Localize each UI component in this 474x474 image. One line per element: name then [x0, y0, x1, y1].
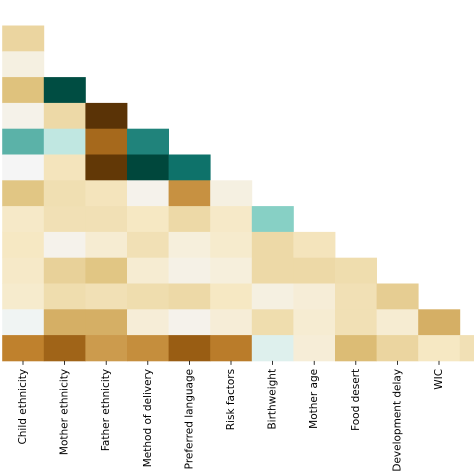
- heatmap-cell-r9-c8: [335, 257, 377, 284]
- heatmap-cell-r11-c7: [293, 309, 336, 336]
- heatmap-cell-r5-c0: [2, 154, 45, 181]
- heatmap-cell-r5-c1: [43, 154, 86, 181]
- heatmap-cell-r10-c4: [168, 283, 211, 310]
- heatmap-cell-r11-c1: [43, 309, 86, 336]
- heatmap-cell-r9-c4: [168, 257, 211, 284]
- heatmap-cell-r2-c0: [2, 77, 45, 104]
- heatmap-cell-r10-c0: [2, 283, 45, 310]
- heatmap-cell-r10-c3: [127, 283, 169, 310]
- heatmap-cell-r9-c6: [251, 257, 294, 284]
- heatmap-cell-r8-c6: [251, 231, 294, 259]
- heatmap-cell-r10-c5: [210, 283, 253, 310]
- x-tick-label: Preferred language: [183, 369, 195, 469]
- heatmap-cell-r4-c2: [85, 128, 128, 155]
- heatmap-cell-r9-c5: [210, 257, 253, 284]
- heatmap-cell-r1-c0: [2, 51, 45, 78]
- heatmap-cell-r10-c7: [293, 283, 336, 310]
- heatmap-cell-r12-c5: [210, 335, 253, 362]
- heatmap-cell-r6-c4: [168, 180, 211, 207]
- heatmap-cell-r7-c2: [85, 206, 128, 233]
- heatmap-cell-r12-c3: [127, 335, 169, 362]
- heatmap-cell-r12-c1: [43, 335, 86, 362]
- x-tick-label: Development delay: [391, 369, 403, 472]
- heatmap-cell-r7-c6: [251, 206, 294, 233]
- heatmap-cell-r8-c0: [2, 231, 45, 259]
- x-tick-label: WIC: [433, 369, 445, 390]
- x-tick-label: Mother ethnicity: [59, 369, 71, 455]
- heatmap-cell-r0-c0: [2, 25, 45, 52]
- heatmap-cell-r7-c4: [168, 206, 211, 233]
- heatmap-cell-r8-c5: [210, 231, 253, 259]
- heatmap-cell-r6-c0: [2, 180, 45, 207]
- heatmap-cell-r9-c3: [127, 257, 169, 284]
- heatmap-cell-r3-c2: [85, 102, 128, 130]
- heatmap-cell-r12-c6: [251, 335, 294, 362]
- x-tick-label: Father ethnicity: [100, 369, 112, 451]
- heatmap-cell-r8-c7: [293, 231, 336, 259]
- heatmap-cell-r11-c2: [85, 309, 128, 336]
- heatmap-cell-r10-c9: [376, 283, 419, 310]
- heatmap-cell-r11-c10: [418, 309, 461, 336]
- heatmap-cell-r9-c0: [2, 257, 45, 284]
- heatmap-cell-r9-c1: [43, 257, 86, 284]
- heatmap-cell-r8-c3: [127, 231, 169, 259]
- heatmap-cell-r9-c7: [293, 257, 336, 284]
- heatmap-cell-r12-c10: [418, 335, 461, 362]
- heatmap-cells: [2, 25, 474, 362]
- heatmap-cell-r8-c1: [43, 231, 86, 259]
- x-tick-label: Method of delivery: [142, 369, 154, 467]
- heatmap-cell-r7-c0: [2, 206, 45, 233]
- heatmap-cell-r5-c2: [85, 154, 128, 181]
- heatmap-cell-r12-c7: [293, 335, 336, 362]
- heatmap-cell-r11-c6: [251, 309, 294, 336]
- heatmap-cell-r6-c5: [210, 180, 253, 207]
- heatmap-cell-r5-c3: [127, 154, 169, 181]
- heatmap-cell-r11-c4: [168, 309, 211, 336]
- heatmap-cell-r3-c1: [43, 102, 86, 130]
- heatmap-cell-r12-c8: [335, 335, 377, 362]
- x-tick-label: Mother age: [308, 369, 320, 429]
- x-axis-ticks: Child ethnicity Mother ethnicity Father et…: [17, 360, 445, 472]
- heatmap-cell-r4-c1: [43, 128, 86, 155]
- heatmap-cell-r3-c0: [2, 102, 45, 130]
- heatmap-cell-r10-c8: [335, 283, 377, 310]
- heatmap-cell-r6-c3: [127, 180, 169, 207]
- heatmap-cell-r12-c4: [168, 335, 211, 362]
- x-tick-label: Child ethnicity: [17, 369, 29, 445]
- heatmap-cell-r4-c0: [2, 128, 45, 155]
- heatmap-cell-r11-c5: [210, 309, 253, 336]
- heatmap-cell-r4-c3: [127, 128, 169, 155]
- heatmap-cell-r8-c4: [168, 231, 211, 259]
- x-tick-label: Risk factors: [225, 369, 237, 430]
- heatmap-cell-r12-c0: [2, 335, 45, 362]
- heatmap-cell-r11-c3: [127, 309, 169, 336]
- heatmap-cell-r8-c2: [85, 231, 128, 259]
- heatmap-cell-r12-c2: [85, 335, 128, 362]
- heatmap-cell-r6-c1: [43, 180, 86, 207]
- heatmap-cell-r10-c1: [43, 283, 86, 310]
- heatmap-cell-r7-c1: [43, 206, 86, 233]
- x-tick-label: Food desert: [350, 369, 362, 431]
- heatmap-cell-r7-c5: [210, 206, 253, 233]
- heatmap-cell-r2-c1: [43, 77, 86, 104]
- heatmap-cell-r5-c4: [168, 154, 211, 181]
- heatmap-cell-r9-c2: [85, 257, 128, 284]
- heatmap-cell-r11-c0: [2, 309, 45, 336]
- x-tick-label: Birthweight: [267, 369, 279, 430]
- heatmap-cell-r7-c3: [127, 206, 169, 233]
- heatmap-cell-r10-c6: [251, 283, 294, 310]
- heatmap-cell-r12-c9: [376, 335, 419, 362]
- heatmap-cell-r10-c2: [85, 283, 128, 310]
- heatmap-cell-r12-c11: [459, 335, 474, 362]
- heatmap-cell-r6-c2: [85, 180, 128, 207]
- heatmap-cell-r11-c8: [335, 309, 377, 336]
- heatmap-cell-r11-c9: [376, 309, 419, 336]
